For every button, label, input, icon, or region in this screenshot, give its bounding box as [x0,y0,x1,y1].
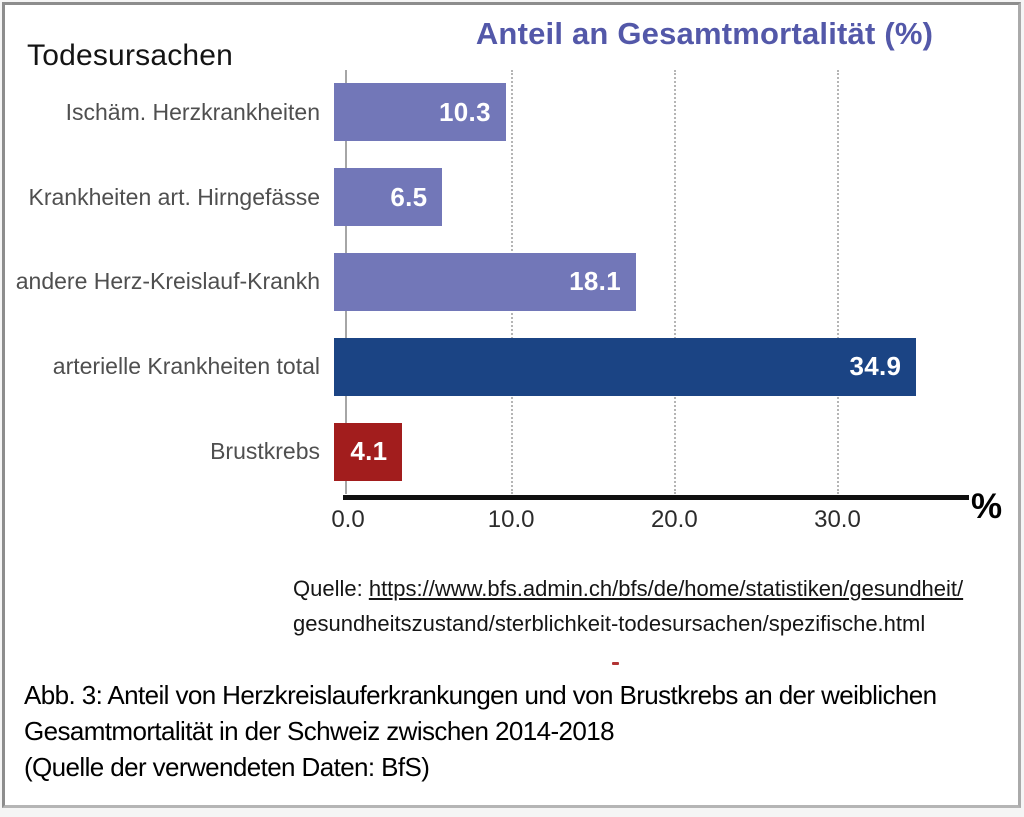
category-axis-header: Todesursachen [27,39,234,72]
gridline [837,70,840,494]
x-axis-unit-label: % [971,487,1003,526]
bar-track: 4.1 [334,409,968,494]
bar-value-label: 4.1 [350,436,388,467]
bar-track: 6.5 [334,155,968,240]
x-axis-tick: 10.0 [487,506,535,533]
bar-value-label: 6.5 [390,181,428,212]
bar-track: 34.9 [334,324,968,409]
bar-value-label: 34.9 [849,351,902,382]
bar: 34.9 [334,337,917,396]
chart-title: Anteil an Gesamtmortalität (%) [475,16,934,51]
bar: 10.3 [334,83,506,142]
caption-line: (Quelle der verwendeten Daten: BfS) [24,752,430,782]
x-axis-tick-labels: 0.0 10.0 20.0 30.0 [331,506,968,536]
bar: 6.5 [334,168,443,227]
bar-row: Krankheiten art. Hirngefässe 6.5 [5,155,968,240]
bar-row: andere Herz-Kreislauf-Krankh 18.1 [5,240,968,325]
bar-row: Ischäm. Herzkrankheiten 10.3 [5,70,968,155]
category-label: Brustkrebs [210,438,320,465]
caption-line: Gesamtmortalität in der Schweiz zwischen… [24,716,615,746]
bar-row: arterielle Krankheiten total 34.9 [5,324,968,409]
bar-row: Brustkrebs 4.1 [5,409,968,494]
x-axis-tick: 30.0 [814,506,861,533]
x-axis-line [343,495,969,500]
source-link[interactable]: https://www.bfs.admin.ch/bfs/de/home/sta… [368,576,964,601]
caption-line: Abb. 3: Anteil von Herzkreislauferkranku… [24,680,937,710]
source-citation: Quelle: https://www.bfs.admin.ch/bfs/de/… [293,571,963,641]
bar-rows: Ischäm. Herzkrankheiten 10.3 Krankheiten a… [5,70,968,494]
bar: 4.1 [334,422,403,481]
source-line1: Quelle: https://www.bfs.admin.ch/bfs/de/… [293,571,963,606]
x-axis-tick: 20.0 [650,506,698,533]
bar-track: 10.3 [334,70,968,155]
bar-value-label: 18.1 [569,266,621,297]
gridline [674,70,677,494]
category-label: Krankheiten art. Hirngefässe [28,183,321,210]
stray-mark [612,662,619,665]
category-label: Ischäm. Herzkrankheiten [65,98,320,125]
x-axis-tick: 0.0 [331,506,365,533]
source-line2: gesundheitszustand/sterblichkeit-todesur… [293,611,926,636]
source-prefix: Quelle: [293,576,369,601]
bar-track: 18.1 [334,240,968,325]
category-label: andere Herz-Kreislauf-Krankh [15,268,320,295]
bar-chart: Ischäm. Herzkrankheiten 10.3 Krankheiten a… [5,70,968,494]
figure-caption: Abb. 3: Anteil von Herzkreislauferkranku… [24,677,937,785]
bar: 18.1 [334,252,636,311]
bar-value-label: 10.3 [439,96,491,127]
category-label: arterielle Krankheiten total [52,353,320,380]
